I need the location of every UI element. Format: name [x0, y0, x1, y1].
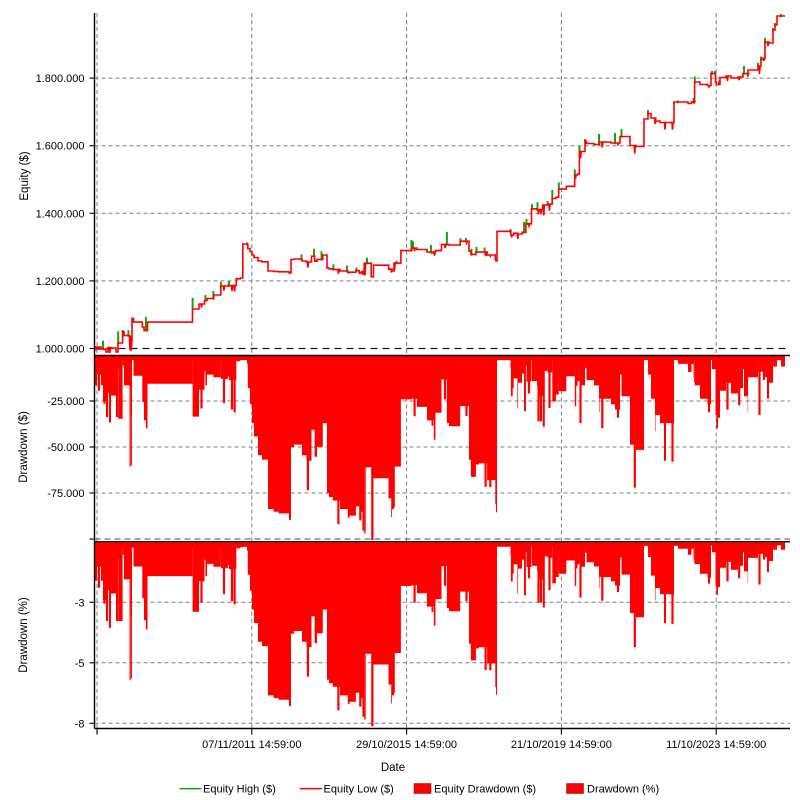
svg-text:Drawdown ($): Drawdown ($)	[18, 411, 30, 483]
svg-text:1.400.000: 1.400.000	[36, 208, 85, 220]
svg-text:-75.000: -75.000	[47, 488, 84, 500]
svg-text:Equity Low ($): Equity Low ($)	[324, 784, 394, 796]
svg-text:1.600.000: 1.600.000	[36, 141, 85, 153]
svg-text:Drawdown (%): Drawdown (%)	[18, 597, 30, 673]
svg-text:Equity Drawdown ($): Equity Drawdown ($)	[434, 784, 536, 796]
svg-text:1.200.000: 1.200.000	[36, 276, 85, 288]
svg-text:1.000.000: 1.000.000	[36, 344, 85, 356]
svg-text:Date: Date	[381, 762, 405, 774]
svg-text:-25.000: -25.000	[47, 396, 84, 408]
svg-text:-3: -3	[75, 597, 85, 609]
svg-text:21/10/2019 14:59:00: 21/10/2019 14:59:00	[511, 739, 612, 751]
svg-text:07/11/2011 14:59:00: 07/11/2011 14:59:00	[202, 739, 301, 751]
svg-text:-5: -5	[75, 658, 85, 670]
svg-text:-50.000: -50.000	[47, 442, 84, 454]
svg-text:Equity High ($): Equity High ($)	[203, 784, 276, 796]
svg-text:-8: -8	[75, 718, 85, 730]
svg-text:Equity ($): Equity ($)	[19, 151, 31, 200]
svg-text:11/10/2023 14:59:00: 11/10/2023 14:59:00	[666, 739, 766, 751]
svg-text:Drawdown (%): Drawdown (%)	[587, 784, 659, 796]
svg-text:1.800.000: 1.800.000	[36, 73, 85, 85]
svg-text:29/10/2015 14:59:00: 29/10/2015 14:59:00	[356, 739, 457, 751]
